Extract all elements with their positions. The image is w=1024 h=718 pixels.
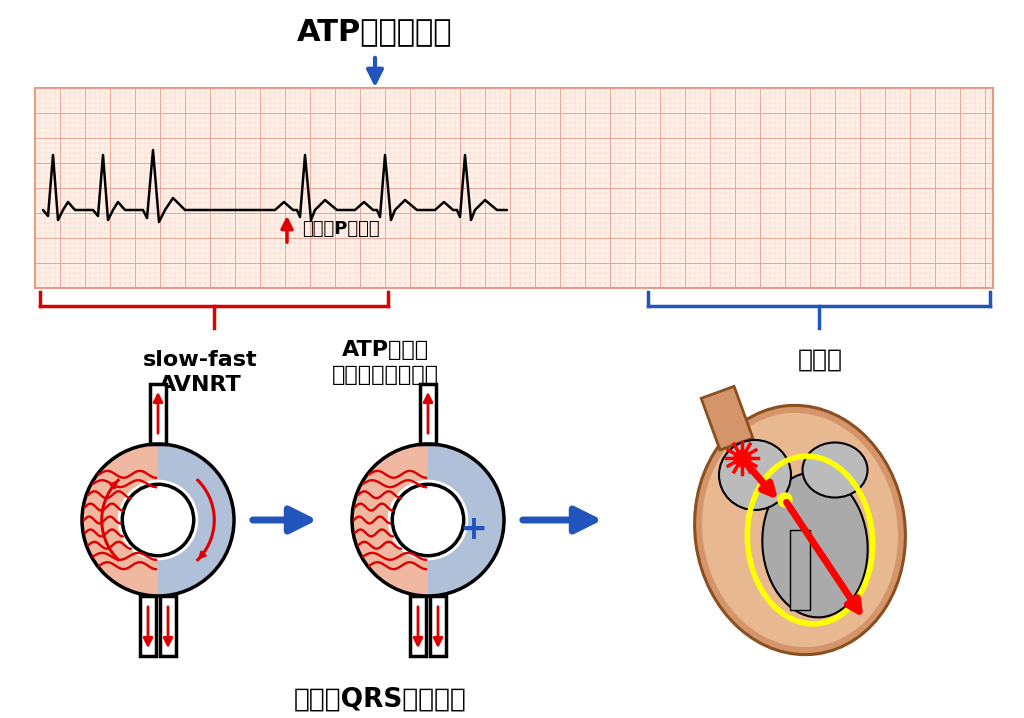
Bar xyxy=(790,530,810,610)
Wedge shape xyxy=(82,444,158,596)
Bar xyxy=(410,596,426,656)
Bar xyxy=(701,386,753,450)
Bar xyxy=(150,384,166,444)
Text: 逆行性P波なし: 逆行性P波なし xyxy=(302,220,380,238)
Text: +: + xyxy=(460,513,487,546)
Bar xyxy=(35,88,993,288)
Bar xyxy=(140,596,156,656)
Text: ATPによる
速伝導路ブロック: ATPによる 速伝導路ブロック xyxy=(332,340,438,385)
Text: ATPで頻拍停止: ATPで頻拍停止 xyxy=(297,17,453,47)
Wedge shape xyxy=(352,444,428,596)
Ellipse shape xyxy=(803,442,867,498)
Ellipse shape xyxy=(702,413,898,647)
Text: 最後はQRS波で停止: 最後はQRS波で停止 xyxy=(294,687,467,713)
Circle shape xyxy=(392,484,464,556)
Circle shape xyxy=(122,484,194,556)
Circle shape xyxy=(778,493,792,507)
Bar xyxy=(430,596,446,656)
Text: 洞調律: 洞調律 xyxy=(798,348,843,372)
Bar xyxy=(420,384,436,444)
Wedge shape xyxy=(428,444,504,596)
Ellipse shape xyxy=(694,406,905,655)
Bar xyxy=(160,596,176,656)
Ellipse shape xyxy=(719,440,791,510)
Text: slow-fast
AVNRT: slow-fast AVNRT xyxy=(142,350,257,395)
Wedge shape xyxy=(158,444,234,596)
Ellipse shape xyxy=(762,472,867,617)
